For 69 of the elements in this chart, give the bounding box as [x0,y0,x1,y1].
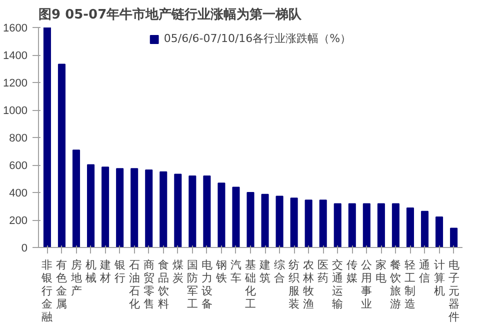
legend-label: 05/6/6-07/10/16各行业涨跌幅（%） [164,31,352,46]
bar [319,200,327,248]
x-tick-label: 有色金属 [56,258,68,310]
bar [58,64,66,248]
x-tick-label: 轻工制造 [404,258,416,310]
x-tick-label: 交通运输 [332,258,344,310]
bar [436,216,444,248]
bar [276,196,284,248]
bar [43,28,51,248]
x-tick-label: 餐饮旅游 [389,258,402,310]
bar [188,176,196,248]
x-tick-label: 农林牧渔 [302,258,314,310]
bar [261,194,269,248]
bar [304,200,312,248]
x-tick-label: 传媒 [346,258,358,284]
y-tick-label: 1400 [3,50,28,62]
chart-title: 图9 05-07年牛市地产链行业涨幅为第一梯队 [38,6,303,22]
y-tick-label: 600 [9,160,28,172]
bar [102,166,110,248]
x-tick-label: 机械 [85,258,96,284]
bar [450,228,458,248]
bar [334,203,342,248]
bar [160,171,168,248]
bar [87,164,95,248]
bar [290,198,298,248]
x-tick-label: 公用事业 [361,258,372,310]
x-tick-label: 汽车 [230,258,242,284]
y-tick-label: 400 [9,188,28,200]
x-tick-label: 食品饮料 [156,258,169,310]
bar [174,174,182,248]
x-tick-label: 通信 [419,258,430,284]
bar [203,176,211,248]
x-tick-label: 建材 [98,258,111,284]
x-tick-label: 基础化工 [244,258,256,310]
bar [348,203,356,248]
x-tick-label: 纺织服装 [288,258,300,310]
bar [72,150,80,248]
bar [246,192,254,248]
bar [116,168,124,248]
bar [218,182,226,248]
x-tick-label: 钢铁 [214,258,227,284]
x-tick-label: 电子元器件 [448,258,460,324]
bar [145,169,153,248]
x-tick-label: 非银行金融 [40,258,53,324]
x-tick-label: 国防军工 [186,258,198,310]
y-tick-label: 800 [9,132,28,144]
x-tick-label: 商贸零售 [143,258,154,310]
bar [392,203,400,248]
x-tick-label: 石油石化 [128,258,140,310]
x-tick-label: 房地产 [70,258,82,298]
x-tick-label: 煤炭 [172,258,184,284]
bar [377,203,385,248]
bar [130,168,138,248]
x-tick-label: 医药 [318,258,329,284]
y-tick-label: 1600 [3,22,28,34]
y-tick-label: 0 [21,242,28,254]
y-tick-label: 1200 [3,78,28,90]
bar [420,210,429,248]
x-tick-label: 计算机 [434,258,445,298]
y-tick-label: 200 [9,215,28,227]
x-tick-label: 建筑 [258,258,271,284]
x-tick-label: 银行 [113,258,126,284]
x-tick-label: 家电 [376,258,387,284]
y-tick-label: 1000 [3,105,28,117]
x-tick-label: 电力设备 [201,258,212,310]
bar [362,203,370,248]
bar [406,208,414,248]
bar [232,186,240,248]
x-tick-label: 综合 [274,258,286,284]
